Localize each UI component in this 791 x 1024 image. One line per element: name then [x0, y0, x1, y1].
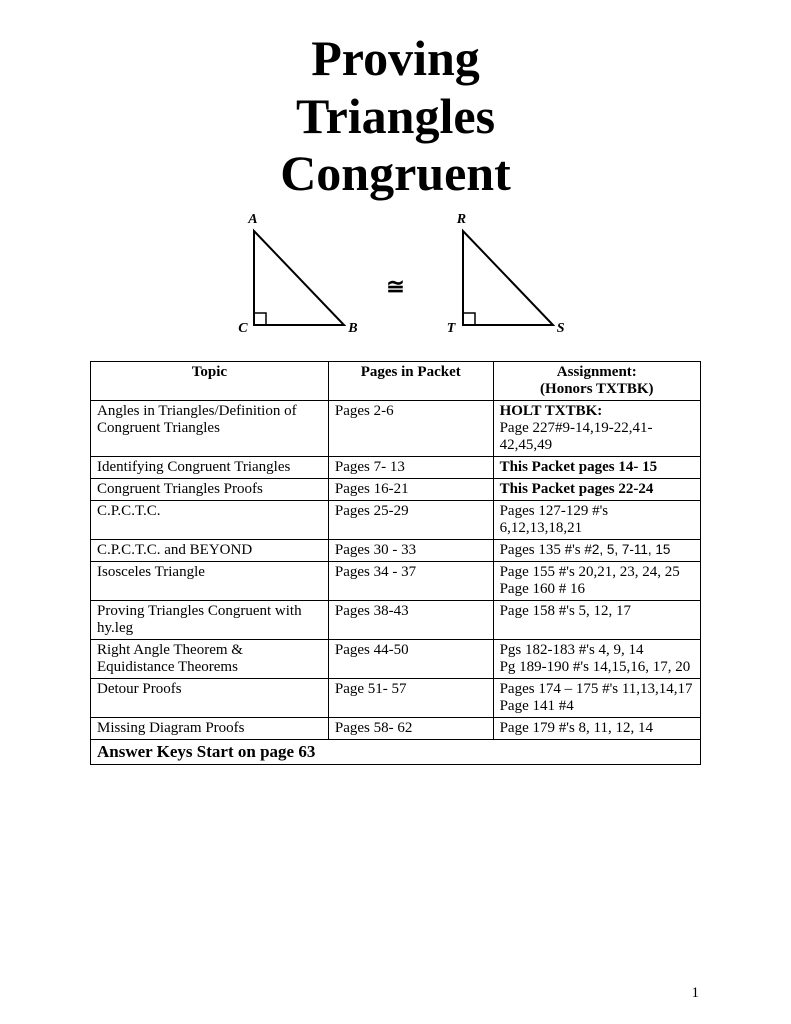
cell-topic: Right Angle Theorem & Equidistance Theor…	[91, 639, 329, 678]
contents-table: Topic Pages in Packet Assignment: (Honor…	[90, 361, 701, 765]
cell-topic: C.P.C.T.C.	[91, 500, 329, 539]
cell-topic: Identifying Congruent Triangles	[91, 456, 329, 478]
cell-topic: Angles in Triangles/Definition of Congru…	[91, 400, 329, 456]
table-header-row: Topic Pages in Packet Assignment: (Honor…	[91, 361, 701, 400]
cell-assignment: Page 179 #'s 8, 11, 12, 14	[493, 717, 700, 739]
congruent-symbol: ≅	[386, 256, 404, 300]
vertex-s: S	[557, 321, 565, 337]
table-row: Identifying Congruent TrianglesPages 7- …	[91, 456, 701, 478]
cell-topic: Detour Proofs	[91, 678, 329, 717]
vertex-r: R	[457, 212, 466, 228]
cell-assignment: Pages 174 – 175 #'s 11,13,14,17Page 141 …	[493, 678, 700, 717]
cell-pages: Pages 38-43	[328, 600, 493, 639]
table-row: Missing Diagram ProofsPages 58- 62Page 1…	[91, 717, 701, 739]
cell-topic: Isosceles Triangle	[91, 561, 329, 600]
cell-pages: Pages 7- 13	[328, 456, 493, 478]
triangle-right: R T S	[425, 213, 575, 343]
cell-assignment: HOLT TXTBK:Page 227#9-14,19-22,41-42,45,…	[493, 400, 700, 456]
vertex-b: B	[348, 321, 357, 337]
cell-pages: Pages 58- 62	[328, 717, 493, 739]
page-number: 1	[692, 985, 700, 1002]
table-row: Proving Triangles Congruent with hy.legP…	[91, 600, 701, 639]
cell-assignment: This Packet pages 14- 15	[493, 456, 700, 478]
cell-assignment: Page 158 #'s 5, 12, 17	[493, 600, 700, 639]
table-row: C.P.C.T.C.Pages 25-29Pages 127-129 #'s 6…	[91, 500, 701, 539]
cell-pages: Pages 25-29	[328, 500, 493, 539]
cell-topic: Congruent Triangles Proofs	[91, 478, 329, 500]
cell-pages: Pages 34 - 37	[328, 561, 493, 600]
answer-keys-note: Answer Keys Start on page 63	[91, 739, 701, 764]
cell-topic: C.P.C.T.C. and BEYOND	[91, 539, 329, 561]
table-row: C.P.C.T.C. and BEYONDPages 30 - 33Pages …	[91, 539, 701, 561]
cell-topic: Proving Triangles Congruent with hy.leg	[91, 600, 329, 639]
cell-assignment: Page 155 #'s 20,21, 23, 24, 25Page 160 #…	[493, 561, 700, 600]
vertex-c: C	[238, 321, 247, 337]
cell-assignment: Pgs 182-183 #'s 4, 9, 14Pg 189-190 #'s 1…	[493, 639, 700, 678]
cell-pages: Pages 30 - 33	[328, 539, 493, 561]
page: Proving Triangles Congruent A C B ≅ R T …	[0, 0, 791, 1024]
congruence-diagram: A C B ≅ R T S	[90, 213, 701, 343]
table-row: Angles in Triangles/Definition of Congru…	[91, 400, 701, 456]
cell-assignment: This Packet pages 22-24	[493, 478, 700, 500]
cell-assignment: Pages 127-129 #'s 6,12,13,18,21	[493, 500, 700, 539]
cell-topic: Missing Diagram Proofs	[91, 717, 329, 739]
title-line-1: Proving	[90, 30, 701, 88]
table-footer-row: Answer Keys Start on page 63	[91, 739, 701, 764]
triangle-left: A C B	[216, 213, 366, 343]
header-topic: Topic	[91, 361, 329, 400]
table-row: Congruent Triangles ProofsPages 16-21Thi…	[91, 478, 701, 500]
cell-assignment: Pages 135 #'s #2, 5, 7-11, 15	[493, 539, 700, 561]
title-line-3: Congruent	[90, 145, 701, 203]
cell-pages: Pages 2-6	[328, 400, 493, 456]
table-row: Detour ProofsPage 51- 57Pages 174 – 175 …	[91, 678, 701, 717]
table-row: Isosceles TrianglePages 34 - 37Page 155 …	[91, 561, 701, 600]
vertex-t: T	[447, 321, 456, 337]
header-pages: Pages in Packet	[328, 361, 493, 400]
title-line-2: Triangles	[90, 88, 701, 146]
cell-pages: Pages 44-50	[328, 639, 493, 678]
vertex-a: A	[248, 212, 257, 228]
table-body: Angles in Triangles/Definition of Congru…	[91, 400, 701, 739]
cell-pages: Page 51- 57	[328, 678, 493, 717]
header-assignment: Assignment: (Honors TXTBK)	[493, 361, 700, 400]
table-row: Right Angle Theorem & Equidistance Theor…	[91, 639, 701, 678]
page-title: Proving Triangles Congruent	[90, 30, 701, 203]
cell-pages: Pages 16-21	[328, 478, 493, 500]
